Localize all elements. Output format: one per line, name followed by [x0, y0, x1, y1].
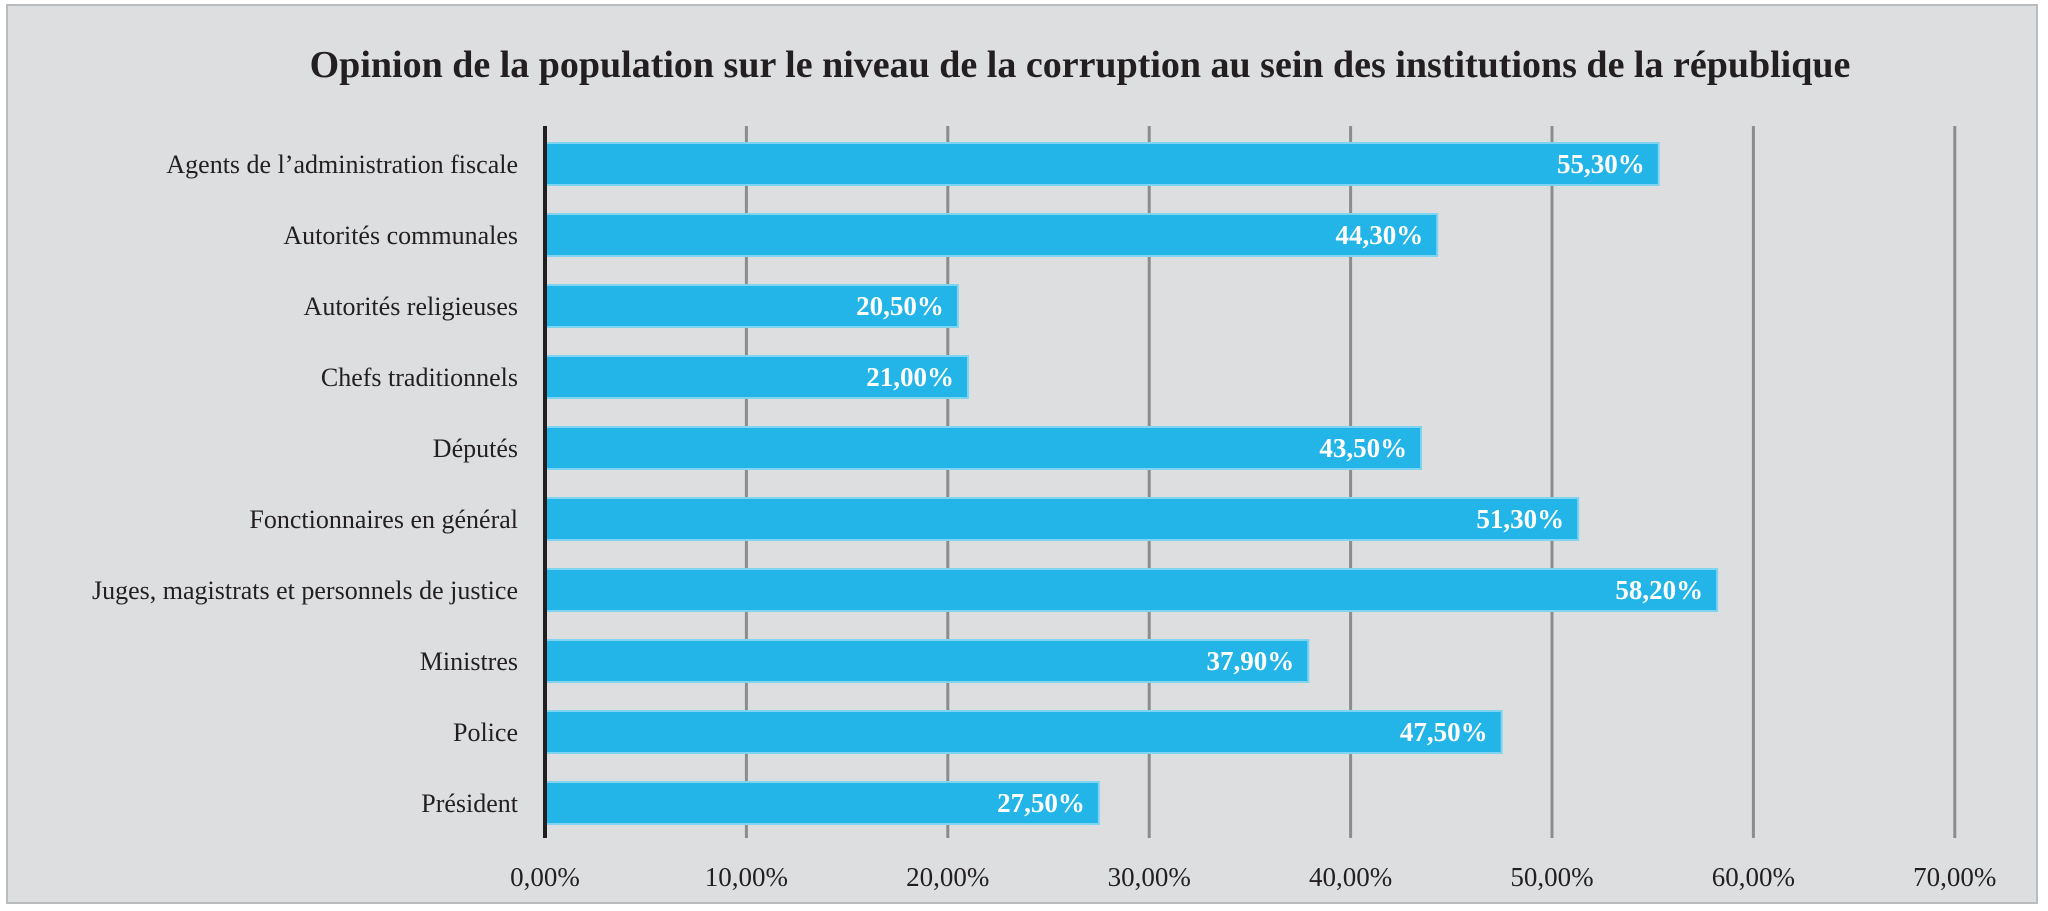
x-tick-label: 30,00% — [1108, 862, 1191, 892]
bar — [544, 710, 1503, 754]
bar — [544, 426, 1423, 470]
bar — [544, 781, 1100, 825]
data-label: 47,50% — [1400, 717, 1488, 747]
category-label: Autorités religieuses — [304, 292, 518, 321]
category-label: Ministres — [420, 647, 518, 676]
category-label: Députés — [433, 434, 518, 463]
data-label: 37,90% — [1207, 646, 1295, 676]
x-tick-label: 40,00% — [1309, 862, 1392, 892]
bar — [544, 142, 1660, 186]
x-tick-labels: 0,00% 10,00% 20,00% 30,00% 40,00% 50,00% 60,00… — [510, 862, 1996, 892]
x-tick-label: 10,00% — [705, 862, 788, 892]
data-label: 55,30% — [1557, 149, 1645, 179]
data-label: 20,50% — [856, 291, 944, 321]
bar — [544, 568, 1719, 612]
x-tick-label: 60,00% — [1712, 862, 1795, 892]
category-label: Président — [421, 789, 519, 818]
category-label: Juges, magistrats et personnels de justi… — [92, 576, 518, 605]
category-label: Fonctionnaires en général — [249, 505, 518, 534]
data-label: 21,00% — [866, 362, 954, 392]
x-tick-label: 50,00% — [1510, 862, 1593, 892]
chart-svg: Opinion de la population sur le niveau d… — [92, 44, 1996, 892]
chart-frame: Opinion de la population sur le niveau d… — [6, 4, 2038, 904]
bars — [544, 142, 1719, 825]
data-label: 27,50% — [997, 788, 1085, 818]
bar — [544, 639, 1310, 683]
category-label: Police — [453, 718, 518, 747]
data-labels: 55,30% 44,30% 20,50% 21,00% 43,50% 51,30% 58,2… — [856, 149, 1703, 818]
x-tick-label: 0,00% — [510, 862, 580, 892]
x-tick-label: 70,00% — [1913, 862, 1996, 892]
category-labels: Agents de l’administration fiscale Autori… — [92, 150, 519, 818]
bar — [544, 213, 1439, 257]
data-label: 51,30% — [1476, 504, 1564, 534]
data-label: 43,50% — [1319, 433, 1407, 463]
category-label: Chefs traditionnels — [321, 363, 518, 392]
x-tick-label: 20,00% — [906, 862, 989, 892]
chart-title: Opinion de la population sur le niveau d… — [310, 44, 1851, 86]
category-label: Agents de l’administration fiscale — [166, 150, 518, 179]
data-label: 58,20% — [1615, 575, 1703, 605]
bar — [544, 497, 1580, 541]
category-label: Autorités communales — [283, 221, 518, 250]
data-label: 44,30% — [1335, 220, 1423, 250]
bar — [544, 355, 969, 399]
